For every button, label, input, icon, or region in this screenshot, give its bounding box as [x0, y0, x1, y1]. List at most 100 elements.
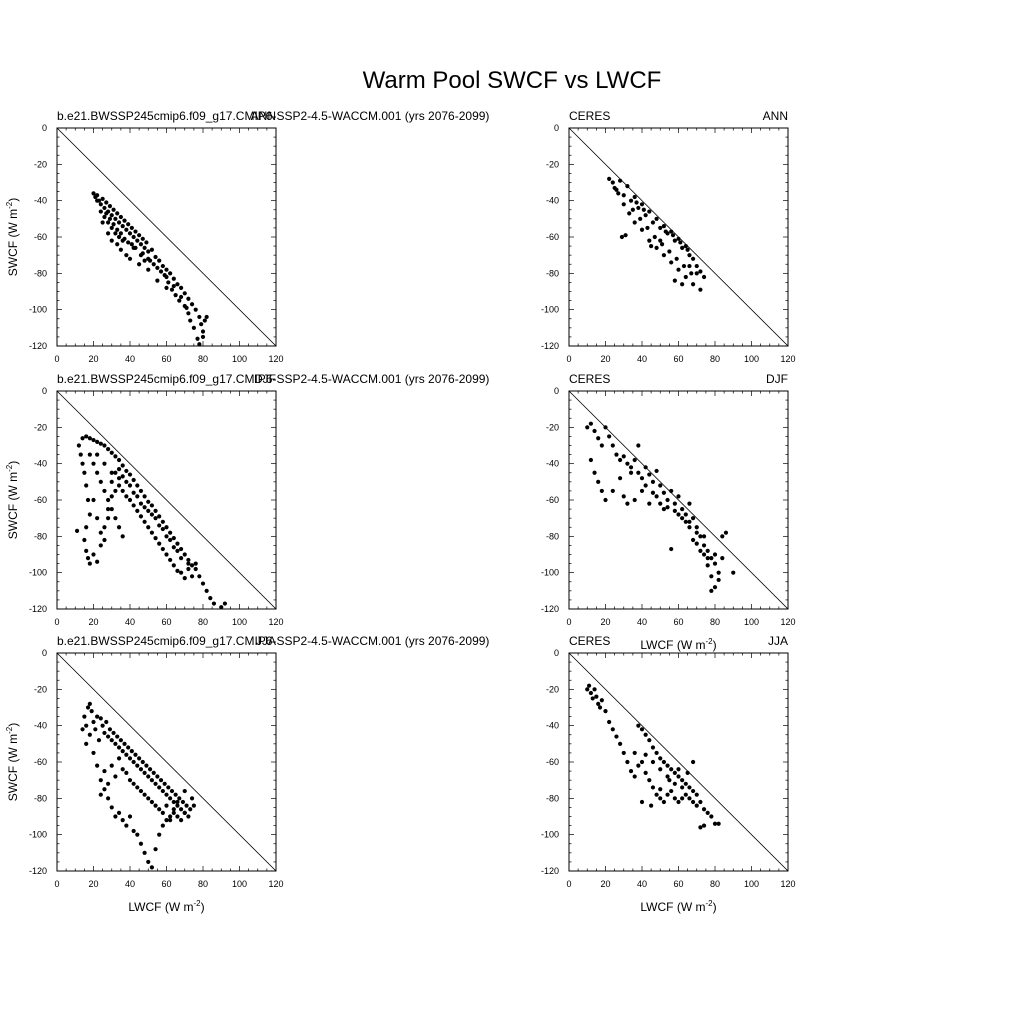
- panel-model-djf: 0 20 40 60 80 100 120 0 -20 -40 -60 -80 -100 -120 b.e2…: [5, 372, 489, 627]
- scatter-point: [158, 778, 164, 783]
- scatter-point: [98, 792, 103, 797]
- scatter-point: [98, 202, 103, 207]
- x-tick-label: 60: [161, 617, 171, 627]
- scatter-point: [685, 770, 690, 776]
- scatter-point: [618, 457, 623, 463]
- scatter-point: [91, 497, 96, 503]
- scatter-point: [107, 204, 113, 209]
- x-tick-label: 40: [125, 879, 135, 889]
- scatter-point: [672, 770, 677, 776]
- scatter-point: [142, 792, 147, 797]
- scatter-point: [149, 778, 154, 783]
- scatter-point: [171, 545, 176, 550]
- x-tick-label: 80: [198, 354, 208, 364]
- y-tick-label: -40: [34, 196, 47, 206]
- scatter-point: [639, 227, 645, 232]
- scatter-point: [142, 505, 147, 510]
- scatter-point: [672, 278, 677, 283]
- scatter-point: [621, 454, 626, 459]
- scatter-point: [179, 570, 184, 575]
- scatter-point: [179, 807, 184, 812]
- scatter-point: [647, 209, 652, 214]
- scatter-point: [643, 732, 648, 737]
- scatter-point: [182, 291, 187, 296]
- scatter-point: [691, 282, 696, 287]
- y-tick-label: -100: [541, 305, 559, 315]
- scatter-point: [113, 454, 118, 459]
- scatter-point: [672, 781, 677, 786]
- y-tick-label: -100: [541, 568, 559, 578]
- scatter-point: [127, 483, 133, 488]
- scatter-point: [127, 497, 133, 503]
- scatter-point: [106, 497, 111, 503]
- y-tick-label: -40: [546, 459, 559, 469]
- scatter-point: [186, 561, 191, 566]
- scatter-point: [98, 716, 103, 721]
- scatter-point: [200, 329, 206, 334]
- scatter-point: [654, 494, 659, 499]
- scatter-point: [106, 781, 111, 786]
- x-tick-label: 120: [268, 879, 283, 889]
- x-tick-label: 40: [637, 879, 647, 889]
- scatter-point: [95, 714, 100, 719]
- scatter-point: [157, 258, 162, 263]
- x-tick-label: 20: [600, 354, 610, 364]
- scatter-point: [588, 690, 594, 696]
- scatter-panels: 0 20 40 60 80 100 120 0 -20 -40 -60 -80 -100 -120 b.e2…: [5, 109, 796, 914]
- scatter-point: [658, 796, 663, 801]
- scatter-point: [102, 214, 107, 220]
- scatter-point: [189, 574, 195, 579]
- scatter-point: [691, 537, 696, 543]
- scatter-point: [189, 796, 195, 801]
- scatter-point: [171, 276, 176, 281]
- scatter-point: [118, 231, 123, 236]
- scatter-point: [661, 224, 667, 229]
- scatter-point: [650, 745, 656, 750]
- scatter-point: [109, 238, 114, 243]
- scatter-point: [639, 202, 645, 207]
- scatter-point: [681, 263, 687, 269]
- x-tick-label: 100: [744, 354, 759, 364]
- scatter-point: [87, 561, 92, 566]
- scatter-point: [102, 461, 107, 466]
- scatter-point: [189, 302, 195, 307]
- scatter-point: [625, 759, 630, 765]
- y-tick-label: -80: [546, 793, 559, 803]
- scatter-point: [678, 240, 683, 245]
- scatter-point: [115, 211, 120, 216]
- scatter-point: [138, 501, 144, 506]
- scatter-point: [133, 752, 138, 757]
- scatter-point: [596, 436, 601, 441]
- y-tick-label: -80: [34, 531, 47, 541]
- scatter-point: [612, 185, 617, 191]
- scatter-point: [142, 245, 147, 250]
- scatter-point: [120, 534, 125, 539]
- scatter-point: [683, 512, 688, 517]
- scatter-point: [670, 233, 676, 238]
- scatter-point: [80, 461, 85, 466]
- scatter-point: [599, 698, 604, 703]
- scatter-point: [687, 785, 692, 790]
- scatter-point: [109, 450, 114, 455]
- y-tick-label: -80: [546, 268, 559, 278]
- scatter-point: [669, 488, 674, 494]
- scatter-point: [687, 263, 692, 269]
- scatter-point: [107, 216, 113, 221]
- scatter-point: [658, 501, 663, 506]
- scatter-point: [146, 796, 151, 801]
- scatter-point: [84, 548, 89, 553]
- y-tick-label: -60: [34, 495, 47, 505]
- scatter-point: [639, 799, 645, 805]
- scatter-point: [676, 767, 681, 772]
- scatter-point: [712, 585, 718, 590]
- scatter-point: [157, 514, 162, 519]
- y-tick-label: 0: [554, 648, 559, 658]
- x-tick-label: 20: [88, 879, 98, 889]
- x-tick-label: 60: [673, 617, 683, 627]
- scatter-point: [102, 537, 107, 543]
- scatter-point: [669, 767, 674, 772]
- scatter-point: [135, 494, 140, 499]
- scatter-point: [106, 447, 111, 452]
- x-tick-label: 80: [710, 617, 720, 627]
